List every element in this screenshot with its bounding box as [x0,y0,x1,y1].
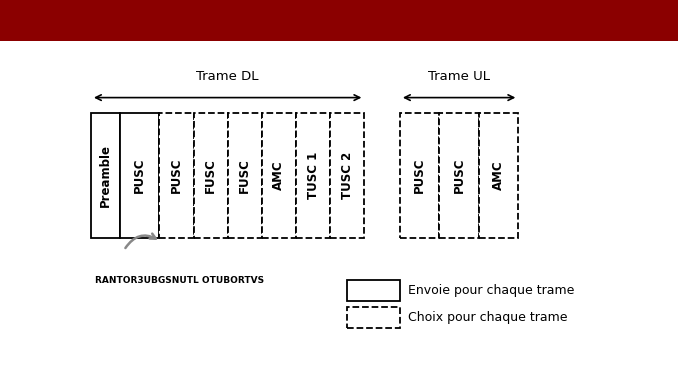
Bar [159,112,193,238]
Text: AMC: AMC [492,161,505,190]
Text: FUSC: FUSC [204,158,217,193]
Bar [479,112,518,238]
Bar [228,112,262,238]
Text: Trame UL: Trame UL [428,70,490,83]
Text: PUSC: PUSC [170,158,183,193]
Text: AMC: AMC [273,161,285,190]
Bar [91,112,120,238]
Text: TUSC 1: TUSC 1 [306,152,319,199]
Bar [193,112,228,238]
Text: RANTOR3UBGSNUTL OTUBORTVS: RANTOR3UBGSNUTL OTUBORTVS [95,276,264,285]
Text: Z  RREVTORD'S   SSSSSSSSSSSSSSSSSSSSSSSSSSSSSS   TUTORING  LABEREDREWM'S   THE  : Z RREVTORD'S SSSSSSSSSSSSSSSSSSSSSSSSSSS… [161,54,534,60]
Text: Trame DL: Trame DL [197,70,259,83]
Text: Preamble: Preamble [99,144,112,207]
Text: Envoie pour chaque trame: Envoie pour chaque trame [408,284,574,297]
Bar [120,112,159,238]
Bar [439,112,479,238]
Text: FUSC: FUSC [238,158,252,193]
Bar [348,280,400,301]
Bar [400,112,439,238]
Text: PUSC: PUSC [413,158,426,193]
Text: PUSC: PUSC [453,158,466,193]
Bar [348,307,400,328]
Bar [330,112,364,238]
Text: Choix pour chaque trame: Choix pour chaque trame [408,311,567,324]
Bar [296,112,330,238]
Text: TUSC 2: TUSC 2 [341,152,354,199]
Bar [262,112,296,238]
Text: PUSC: PUSC [133,158,146,193]
